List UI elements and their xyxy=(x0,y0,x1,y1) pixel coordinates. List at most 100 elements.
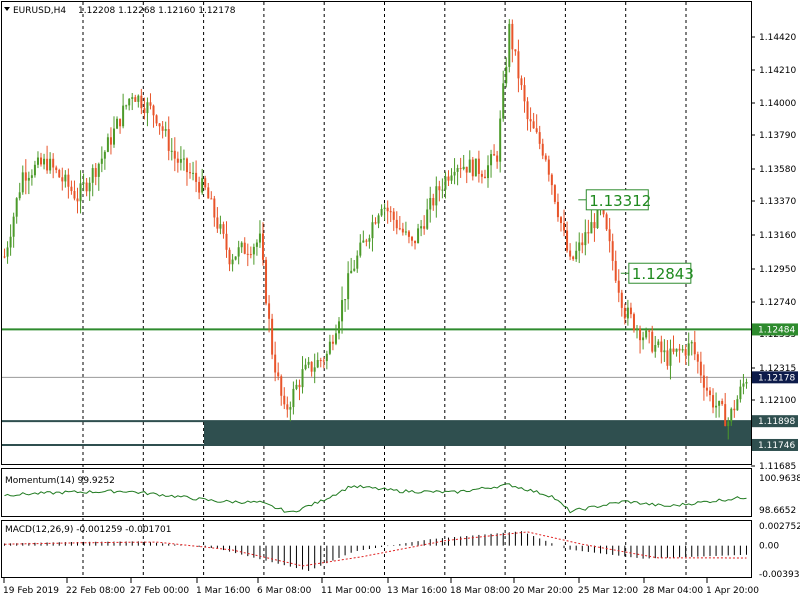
candle-body xyxy=(438,186,441,191)
candle-body xyxy=(696,354,699,362)
macd-panel-frame xyxy=(1,520,752,578)
candle-body xyxy=(61,177,64,182)
candle-body xyxy=(608,229,611,242)
candle-body xyxy=(119,118,122,127)
zone-top-tag xyxy=(752,415,798,428)
candle-body xyxy=(52,158,55,168)
candle-body xyxy=(380,208,383,216)
candle-body xyxy=(724,404,727,427)
candle-body xyxy=(167,129,170,151)
candle-body xyxy=(471,159,474,177)
candle-body xyxy=(429,198,432,210)
collapse-triangle-icon[interactable] xyxy=(4,7,10,11)
momentum-tick-label: 98.6652 xyxy=(759,506,796,516)
candle-body xyxy=(745,382,748,384)
candle-body xyxy=(684,349,687,356)
candle-body xyxy=(137,95,140,102)
momentum-line xyxy=(4,483,747,514)
candle-body xyxy=(639,328,642,341)
candle-body xyxy=(341,300,344,322)
candle-body xyxy=(718,401,721,406)
candle-body xyxy=(286,404,289,410)
candle-body xyxy=(584,232,587,246)
candle-body xyxy=(347,273,350,300)
candle-body xyxy=(651,331,654,352)
day-separators xyxy=(82,2,687,578)
candle-body xyxy=(550,174,553,186)
current-price-label: 1.12178 xyxy=(758,373,795,383)
candle-body xyxy=(325,353,328,362)
candle-body xyxy=(49,158,52,171)
candle-body xyxy=(742,383,745,387)
resistance-tag xyxy=(752,323,798,336)
candle-body xyxy=(529,119,532,122)
candle-body xyxy=(420,226,423,229)
momentum-panel-frame xyxy=(1,468,752,517)
candle-body xyxy=(140,95,143,109)
time-axis: 19 Feb 2019 22 Feb 08:00 27 Feb 00:00 1 Mar… xyxy=(3,578,759,596)
candle-body xyxy=(474,158,477,177)
zone-bottom-label: 1.11746 xyxy=(758,441,795,451)
candle-body xyxy=(414,240,417,244)
candle-body xyxy=(663,350,666,353)
candle-body xyxy=(447,176,450,181)
candle-body xyxy=(255,242,258,247)
price-callouts: 1.13312 1.12843 xyxy=(578,189,694,284)
candle-body xyxy=(383,207,386,209)
candle-body xyxy=(310,361,313,372)
candle-body xyxy=(712,395,715,408)
time-tick-label: 20 Mar 20:00 xyxy=(513,586,573,596)
candle-body xyxy=(12,216,15,237)
candle-body xyxy=(739,386,742,400)
candle-body xyxy=(30,175,33,178)
candle-body xyxy=(274,354,277,373)
candle-body xyxy=(15,198,18,217)
candle-body xyxy=(541,143,544,156)
candle-body xyxy=(67,174,70,187)
candle-body xyxy=(611,241,614,261)
time-tick-label: 6 Mar 08:00 xyxy=(257,586,312,596)
candle-body xyxy=(85,182,88,192)
candle-body xyxy=(587,232,590,234)
candle-body xyxy=(435,186,438,206)
time-tick-label: 19 Feb 2019 xyxy=(3,586,59,596)
candle-body xyxy=(328,341,331,354)
candle-body xyxy=(572,256,575,260)
candle-body xyxy=(198,181,201,193)
candle-body xyxy=(389,211,392,213)
candle-body xyxy=(702,375,705,388)
candle-body xyxy=(590,222,593,234)
candle-body xyxy=(331,341,334,344)
candle-body xyxy=(675,348,678,352)
candle-body xyxy=(252,246,255,255)
candle-body xyxy=(350,270,353,274)
momentum-title: Momentum(14) 99.9252 xyxy=(5,476,115,486)
candle-body xyxy=(243,242,246,254)
candle-body xyxy=(654,345,657,352)
candle-body xyxy=(268,303,271,319)
candle-body xyxy=(368,238,371,242)
candle-body xyxy=(91,168,94,183)
candle-body xyxy=(733,408,736,411)
candle-body xyxy=(112,128,115,145)
candle-body xyxy=(213,198,216,218)
time-tick-label: 27 Feb 00:00 xyxy=(130,586,189,596)
candle-body xyxy=(371,222,374,239)
ohlc-values: 1.12208 1.12268 1.12160 1.12178 xyxy=(78,6,236,16)
candle-body xyxy=(423,226,426,229)
momentum-tick-label: 100.9638 xyxy=(759,474,800,484)
price-tick-label: 1.12950 xyxy=(759,265,796,275)
time-tick-label: 1 Apr 20:00 xyxy=(706,586,759,596)
candle-body xyxy=(496,155,499,162)
candle-body xyxy=(55,167,58,171)
candle-body xyxy=(36,157,39,165)
candle-body xyxy=(231,259,234,265)
zone-bottom-tag xyxy=(752,438,798,451)
candle-body xyxy=(538,132,541,144)
candle-body xyxy=(569,250,572,257)
candle-body xyxy=(566,230,569,251)
candle-body xyxy=(158,123,161,127)
candle-body xyxy=(553,185,556,202)
candle-body xyxy=(237,247,240,257)
candle-body xyxy=(398,228,401,230)
